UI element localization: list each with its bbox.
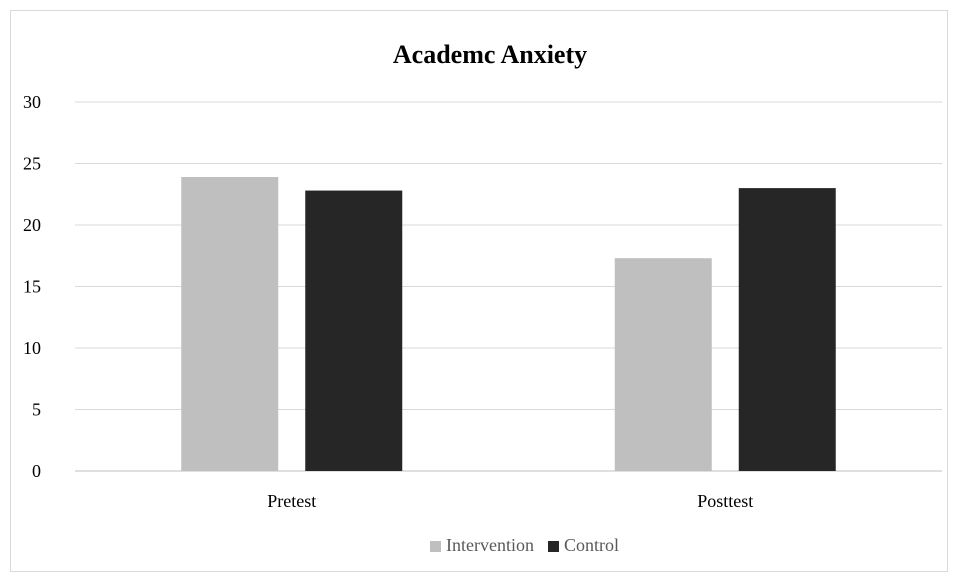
legend-swatch (548, 541, 559, 552)
bar-intervention-pretest (181, 177, 278, 471)
legend-label: Control (564, 535, 619, 555)
y-tick-label: 15 (23, 277, 41, 297)
y-tick-label: 30 (23, 92, 41, 112)
bar-control-pretest (305, 191, 402, 471)
y-tick-label: 0 (32, 461, 41, 481)
legend-item-control: Control (548, 535, 619, 555)
chart-frame: Academc Anxiety 0 5 10 15 20 25 30 Pretest Post… (10, 10, 948, 572)
legend-item-intervention: Intervention (430, 535, 534, 555)
x-category-label: Posttest (697, 491, 753, 511)
y-tick-label: 10 (23, 338, 41, 358)
chart-title: Academc Anxiety (393, 40, 587, 69)
bar-intervention-posttest (615, 258, 712, 471)
y-tick-label: 5 (32, 400, 41, 420)
legend-label: Intervention (446, 535, 534, 555)
bar-control-posttest (739, 188, 836, 471)
x-category-label: Pretest (267, 491, 316, 511)
y-tick-label: 20 (23, 215, 41, 235)
y-tick-label: 25 (23, 154, 41, 174)
bar-chart: Academc Anxiety 0 5 10 15 20 25 30 Pretest Post… (11, 11, 947, 571)
legend-swatch (430, 541, 441, 552)
